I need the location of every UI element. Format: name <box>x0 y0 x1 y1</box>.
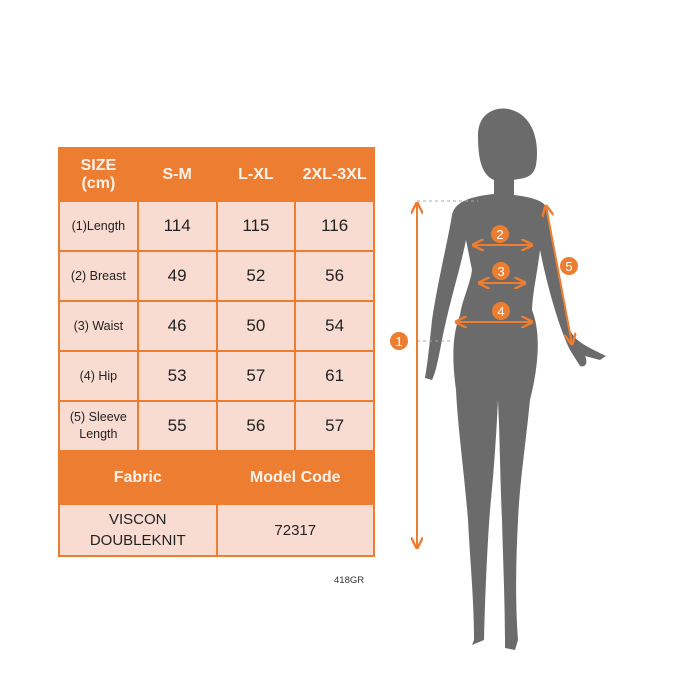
row-label: (2) Breast <box>58 250 139 302</box>
table-row: (4) Hip 53 57 61 <box>58 350 375 402</box>
table-header-row: SIZE (cm) S-M L-XL 2XL-3XL <box>58 147 375 202</box>
table-row: (1)Length 114 115 116 <box>58 200 375 252</box>
marker-3: 3 <box>492 262 510 280</box>
row-label-line: (5) Sleeve <box>69 410 127 424</box>
cell: 49 <box>136 250 218 302</box>
fabric-value: VISCON DOUBLEKNIT <box>58 503 218 557</box>
cell: 52 <box>215 250 297 302</box>
cell: 46 <box>136 300 218 352</box>
cell: 50 <box>215 300 297 352</box>
model-code-value: 72317 <box>215 503 375 557</box>
cell: 53 <box>136 350 218 402</box>
table-row: (5) Sleeve Length 55 56 57 <box>58 400 375 452</box>
cell: 57 <box>294 400 375 452</box>
svg-text:3: 3 <box>497 264 504 279</box>
svg-text:1: 1 <box>395 334 402 349</box>
cell: 56 <box>294 250 375 302</box>
header-size: SIZE (cm) <box>58 147 139 202</box>
cell: 116 <box>294 200 375 252</box>
header-l-xl: L-XL <box>215 147 297 202</box>
cell: 115 <box>215 200 297 252</box>
measure-arrows <box>417 203 572 548</box>
size-table: SIZE (cm) S-M L-XL 2XL-3XL (1)Length 114 … <box>58 147 375 557</box>
row-label: (4) Hip <box>58 350 139 402</box>
table-row: (3) Waist 46 50 54 <box>58 300 375 352</box>
fabric-row: VISCON DOUBLEKNIT 72317 <box>58 503 375 557</box>
fabric-header-row: Fabric Model Code <box>58 450 375 505</box>
fabric-header: Fabric <box>58 450 218 505</box>
marker-5: 5 <box>560 257 578 275</box>
model-code-header: Model Code <box>215 450 375 505</box>
svg-text:4: 4 <box>497 304 504 319</box>
header-s-m: S-M <box>136 147 218 202</box>
cell: 61 <box>294 350 375 402</box>
cell: 114 <box>136 200 218 252</box>
marker-4: 4 <box>492 302 510 320</box>
fabric-line: VISCON <box>108 511 167 528</box>
product-code: 418GR <box>334 575 365 586</box>
cell: 57 <box>215 350 297 402</box>
silhouette <box>425 108 606 650</box>
table-row: (2) Breast 49 52 56 <box>58 250 375 302</box>
cell: 56 <box>215 400 297 452</box>
row-label: (5) Sleeve Length <box>58 400 139 452</box>
header-size-label: SIZE <box>80 156 117 174</box>
cell: 55 <box>136 400 218 452</box>
marker-2: 2 <box>491 225 509 243</box>
header-2xl-3xl: 2XL-3XL <box>294 147 375 202</box>
marker-1: 1 <box>390 332 408 350</box>
svg-text:5: 5 <box>565 259 572 274</box>
guide-lines <box>417 200 478 342</box>
fabric-line: DOUBLEKNIT <box>89 532 186 549</box>
row-label-line: Length <box>79 427 118 441</box>
row-label: (1)Length <box>58 200 139 252</box>
sleeve-arrow <box>546 206 572 344</box>
row-label: (3) Waist <box>58 300 139 352</box>
svg-text:2: 2 <box>496 227 503 242</box>
header-unit-label: (cm) <box>81 174 116 192</box>
cell: 54 <box>294 300 375 352</box>
